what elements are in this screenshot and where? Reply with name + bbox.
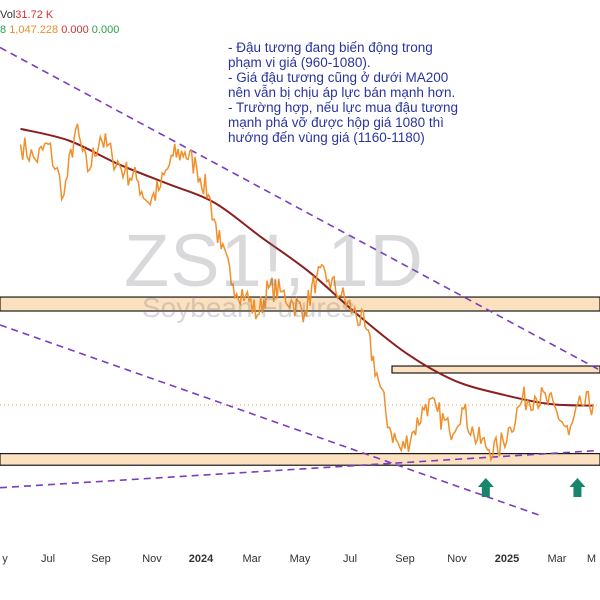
note-line: - Giá đậu tương cũng ở dưới MA200: [228, 70, 449, 85]
note-line: mạnh phá vỡ được hộp giá 1080 thì: [228, 115, 444, 130]
x-tick-label: May: [290, 553, 311, 565]
watermark-name: Soybean Futures: [142, 292, 356, 323]
x-tick-label: M: [587, 553, 596, 565]
x-tick-label: Nov: [447, 553, 467, 565]
note-line: - Đậu tương đang biến động trong: [228, 40, 433, 55]
price-zone: [391, 365, 600, 374]
x-tick-label: Jul: [343, 553, 357, 565]
vol-label: Vol: [0, 9, 16, 21]
x-tick-label: Sep: [395, 553, 415, 565]
note-line: - Trường hợp, nếu lực mua đậu tương: [228, 100, 459, 115]
x-tick-label: Sep: [91, 553, 111, 565]
header-row-2: 8 1,047.228 0.000 0.000: [0, 24, 119, 36]
note-line: phạm vi giá (960-1080).: [228, 55, 371, 70]
x-tick-label: y: [2, 553, 8, 565]
buy-arrows: [477, 478, 586, 497]
x-tick-label: 2025: [495, 553, 519, 565]
annotation-note: - Đậu tương đang biến động trong phạm vi…: [228, 40, 518, 145]
price-line: [19, 123, 595, 463]
header-row-1: Vol31.72 K: [0, 9, 53, 21]
row2-lead: 8: [0, 24, 7, 36]
price-zone: [0, 453, 600, 466]
ma200-line: [20, 127, 594, 407]
note-line: hướng đến vùng giá (1160-1180): [228, 130, 425, 145]
row2-value-2: 0.000: [61, 24, 89, 36]
x-axis: y Jul Sep Nov 2024 Mar May Jul Sep Nov 2025 Mar M: [2, 553, 596, 565]
trendline: [0, 46, 599, 370]
watermark-symbol: ZS1!, 1D: [124, 219, 424, 302]
x-tick-label: 2024: [189, 553, 214, 565]
trendline: [0, 449, 599, 489]
trendlines: [0, 46, 599, 518]
up-arrow-icon: [569, 478, 586, 497]
row2-value-3: 0.000: [91, 24, 120, 36]
x-tick-label: Jul: [41, 553, 55, 565]
x-tick-label: Mar: [548, 553, 567, 565]
x-tick-label: Mar: [243, 553, 262, 565]
vol-value: 31.72 K: [15, 9, 54, 21]
note-line: nên vẫn bị chịu áp lực bán mạnh hơn.: [228, 85, 456, 100]
up-arrow-icon: [477, 478, 494, 497]
row2-value-1: 1,047.228: [9, 24, 59, 36]
x-tick-label: Nov: [142, 553, 162, 565]
